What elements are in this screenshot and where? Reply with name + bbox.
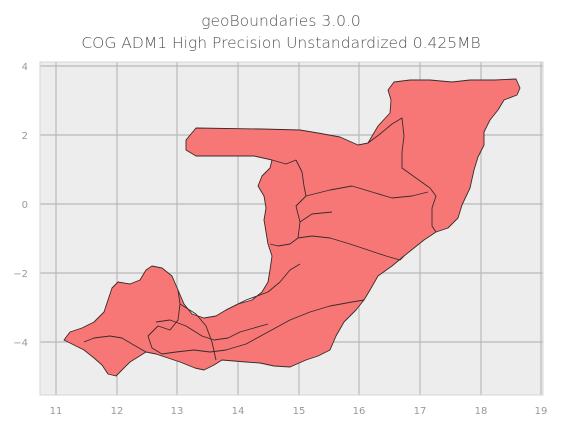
- x-tick-label: 14: [232, 406, 245, 417]
- admin-boundary: [367, 117, 437, 233]
- admin-boundary: [225, 263, 301, 311]
- x-tick-label: 13: [171, 406, 184, 417]
- x-tick-label: 16: [353, 406, 366, 417]
- map-subtitle: COG ADM1 High Precision Unstandardized 0…: [81, 34, 481, 52]
- admin-boundary: [155, 319, 269, 341]
- x-tick-label: 17: [414, 406, 427, 417]
- y-tick-label: 4: [22, 62, 28, 73]
- plot-frame: [39, 61, 544, 396]
- y-tick-label: 0: [22, 200, 28, 211]
- map-title: geoBoundaries 3.0.0: [201, 12, 361, 30]
- x-tick-label: 18: [475, 406, 488, 417]
- x-tick-labels: 11 12 13 14 15 16 17 18 19: [50, 406, 548, 417]
- y-tick-labels: 4 2 0 −2 −4: [13, 62, 28, 349]
- country-outline: [63, 78, 521, 377]
- y-tick-label: 2: [22, 131, 28, 142]
- admin-boundary: [147, 289, 181, 355]
- admin-boundary: [297, 235, 405, 261]
- admin-boundary: [271, 159, 297, 165]
- admin-boundary: [161, 299, 365, 355]
- admin-boundary: [305, 185, 429, 199]
- x-tick-label: 11: [50, 406, 63, 417]
- admin-boundary: [299, 211, 333, 223]
- admin-boundary: [179, 303, 217, 361]
- x-tick-label: 19: [535, 406, 548, 417]
- x-tick-label: 15: [293, 406, 306, 417]
- y-tick-label: −4: [13, 338, 28, 349]
- admin-boundary: [83, 335, 147, 353]
- x-tick-label: 12: [111, 406, 124, 417]
- admin-boundaries: [83, 117, 437, 361]
- y-tick-label: −2: [13, 269, 28, 280]
- admin-boundary: [269, 159, 307, 247]
